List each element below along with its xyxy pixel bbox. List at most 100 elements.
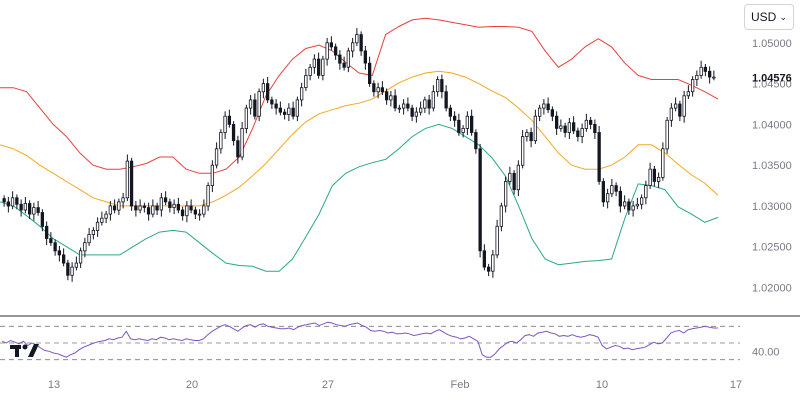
candle-body	[418, 107, 423, 113]
candle-body	[197, 213, 202, 216]
candle-body	[533, 115, 537, 142]
candle	[57, 245, 61, 262]
candle	[665, 117, 669, 154]
candle-body	[78, 250, 83, 264]
candle	[146, 202, 151, 221]
candle-body	[321, 58, 325, 76]
tradingview-logo-icon[interactable]	[10, 342, 44, 358]
candle	[393, 89, 397, 112]
currency-label: USD	[751, 10, 777, 24]
candle	[2, 195, 6, 207]
candle-body	[112, 205, 117, 211]
time-tick-label: 10	[596, 379, 608, 391]
chevron-down-icon: ⌄	[779, 11, 787, 22]
candle-body	[62, 254, 66, 264]
candle-body	[691, 79, 695, 93]
candle-body	[176, 203, 181, 211]
candle-body	[584, 119, 588, 129]
candle-body	[661, 148, 665, 178]
candle	[597, 126, 601, 185]
candle	[444, 85, 448, 112]
candle	[559, 119, 563, 132]
candle-body	[363, 50, 368, 64]
candle	[261, 78, 266, 99]
candle	[555, 111, 559, 135]
candle	[338, 50, 342, 70]
candle	[708, 66, 712, 84]
candle	[10, 191, 15, 210]
candle	[185, 201, 189, 223]
candle	[270, 96, 274, 109]
candle-body	[253, 99, 257, 117]
candle	[342, 56, 346, 71]
candle	[618, 186, 622, 213]
candle	[401, 99, 406, 115]
candle	[367, 56, 372, 87]
candle	[652, 165, 656, 187]
candle-body	[180, 209, 185, 217]
candle	[521, 130, 525, 169]
candle	[538, 104, 542, 122]
candle-body	[674, 103, 678, 109]
candle-body	[380, 87, 385, 93]
candle	[623, 195, 627, 210]
candle	[15, 194, 19, 210]
candle	[197, 209, 202, 221]
candle	[491, 250, 495, 278]
candle	[40, 209, 44, 232]
candle	[274, 99, 278, 115]
time-tick-label: Feb	[451, 379, 470, 391]
candle-body	[329, 42, 334, 48]
price-pane	[0, 17, 719, 282]
candle-body	[567, 122, 571, 133]
candle-body	[66, 262, 70, 276]
candle-body	[74, 262, 78, 268]
candle-body	[623, 201, 627, 207]
candle	[134, 201, 138, 217]
candle	[70, 262, 74, 282]
candle	[363, 46, 368, 70]
candle-body	[270, 99, 274, 105]
candle-body	[10, 197, 15, 207]
time-tick-label: 20	[186, 379, 198, 391]
candle	[533, 109, 537, 144]
candle	[584, 113, 588, 132]
currency-select[interactable]: USD ⌄	[744, 4, 794, 30]
candle	[321, 55, 325, 81]
candle-body	[236, 140, 240, 158]
candle-body	[83, 242, 87, 252]
candle	[669, 103, 673, 127]
candle-body	[138, 205, 142, 211]
candle	[206, 182, 210, 211]
candle-body	[384, 91, 389, 101]
candle-body	[652, 168, 656, 182]
candle-body	[231, 124, 236, 142]
candle	[376, 82, 380, 99]
price-tick-label: 1.04000	[752, 119, 792, 131]
candle-body	[338, 54, 342, 64]
candle-body	[597, 132, 601, 182]
candle-body	[580, 127, 584, 137]
candle	[648, 162, 652, 189]
candle	[427, 95, 431, 115]
candle-body	[457, 119, 461, 133]
candle	[257, 88, 261, 122]
candle-body	[227, 115, 232, 125]
candle-body	[512, 172, 516, 191]
candle-body	[576, 130, 580, 137]
candle-body	[278, 107, 283, 113]
candle-body	[521, 136, 525, 166]
candle-body	[146, 207, 151, 215]
candle-body	[244, 107, 249, 129]
candle-body	[610, 185, 614, 195]
candle	[516, 160, 520, 197]
candle	[193, 206, 198, 219]
candle-body	[401, 103, 406, 109]
candle-body	[287, 107, 291, 115]
candle-body	[550, 109, 554, 117]
candle	[431, 85, 436, 112]
candle-body	[240, 127, 244, 158]
candle	[601, 178, 605, 207]
candle	[329, 36, 334, 51]
